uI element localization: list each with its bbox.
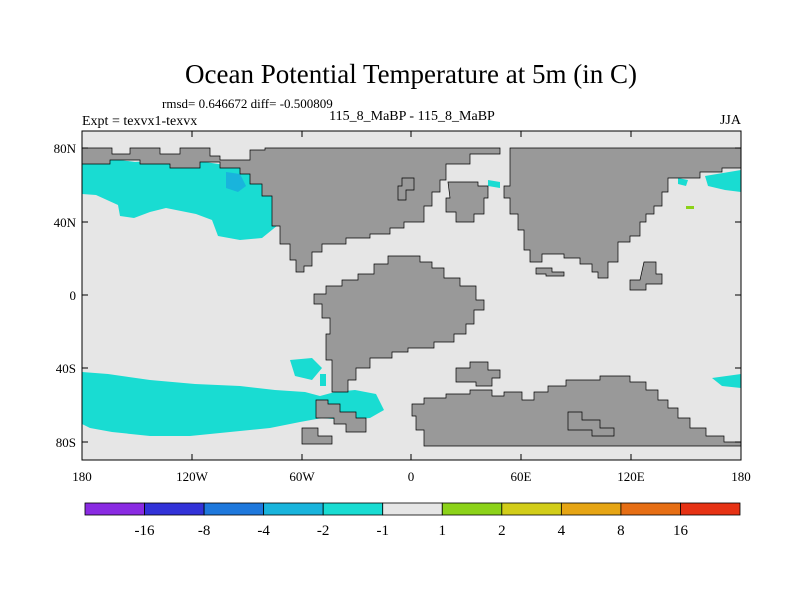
y-tick-label-80s: 80S bbox=[56, 435, 76, 450]
tick-marks bbox=[82, 131, 741, 460]
land-masses bbox=[81, 147, 742, 447]
colorbar-label: -8 bbox=[198, 523, 211, 539]
land-indian-isle bbox=[535, 267, 565, 277]
anomaly-se-patch bbox=[712, 374, 741, 388]
colorbar-label: 2 bbox=[498, 523, 506, 539]
x-tick-label-120w: 120W bbox=[176, 469, 209, 484]
y-tick-label-40s: 40S bbox=[56, 361, 76, 376]
x-tick-label-60e: 60E bbox=[511, 469, 532, 484]
land-greenland-block bbox=[445, 181, 489, 223]
colorbar-label: -4 bbox=[257, 523, 270, 539]
colorbar-swatch bbox=[263, 502, 324, 516]
figure-title: Ocean Potential Temperature at 5m (in C) bbox=[185, 59, 637, 89]
land-small-island-s bbox=[455, 361, 501, 387]
anomaly-pos-fleck bbox=[686, 206, 694, 209]
y-tick-label-40n: 40N bbox=[54, 215, 77, 230]
colorbar-swatch bbox=[560, 502, 622, 516]
colorbar-swatch bbox=[501, 502, 562, 516]
anomaly-n-atlantic bbox=[488, 180, 500, 188]
land-n-atlantic-isle bbox=[397, 177, 415, 201]
y-tick-label-0: 0 bbox=[70, 288, 77, 303]
land-antarctic-fleck bbox=[301, 427, 333, 445]
colorbar-swatch bbox=[620, 502, 681, 516]
colorbar-label: 16 bbox=[673, 523, 689, 539]
anomaly-s-dot bbox=[320, 374, 326, 386]
anomaly-deep-core bbox=[226, 172, 246, 192]
colorbar-swatch bbox=[84, 502, 145, 516]
colorbar-swatch bbox=[144, 502, 205, 516]
colorbar-label: -16 bbox=[135, 523, 155, 539]
colorbar: -16 -8 -4 -2 -1 1 2 4 8 16 bbox=[84, 502, 741, 539]
anomaly-arctic-east bbox=[705, 170, 741, 192]
colorbar-label: -1 bbox=[376, 523, 389, 539]
land-northern-continent-east bbox=[503, 147, 742, 279]
land-asia-peninsula bbox=[629, 261, 663, 291]
colorbar-label: 4 bbox=[558, 523, 566, 539]
colorbar-swatch bbox=[322, 502, 384, 516]
colorbar-label: 1 bbox=[439, 523, 447, 539]
x-tick-label-0: 0 bbox=[408, 469, 415, 484]
colorbar-swatch bbox=[441, 502, 503, 516]
stats-line: rmsd= 0.646672 diff= -0.500809 bbox=[162, 96, 333, 111]
anomaly-s-patch bbox=[290, 358, 322, 380]
x-tick-label-180w: 180 bbox=[72, 469, 92, 484]
case-label: 115_8_MaBP - 115_8_MaBP bbox=[329, 109, 495, 124]
colorbar-label: 8 bbox=[617, 523, 625, 539]
anomaly-south-pacific bbox=[82, 372, 384, 436]
season-label: JJA bbox=[720, 113, 742, 128]
anomaly-shading bbox=[82, 158, 741, 436]
colorbar-swatch bbox=[203, 502, 265, 516]
land-antarctic-west bbox=[315, 399, 367, 433]
colorbar-label: -2 bbox=[317, 523, 330, 539]
x-tick-label-120e: 120E bbox=[617, 469, 645, 484]
x-tick-label-180e: 180 bbox=[731, 469, 751, 484]
anomaly-arctic-patch bbox=[678, 178, 688, 186]
land-northern-continent-west bbox=[81, 147, 501, 273]
y-tick-label-80n: 80N bbox=[54, 141, 77, 156]
land-southern-continent bbox=[313, 255, 485, 393]
colorbar-swatch bbox=[382, 502, 443, 516]
map-panel: 80N 40N 0 40S 80S 180 120W 60W 0 60E 120… bbox=[54, 130, 751, 484]
colorbar-swatch bbox=[680, 502, 741, 516]
expt-label: Expt = texvx1-texvx bbox=[82, 114, 197, 129]
x-tick-label-60w: 60W bbox=[289, 469, 315, 484]
